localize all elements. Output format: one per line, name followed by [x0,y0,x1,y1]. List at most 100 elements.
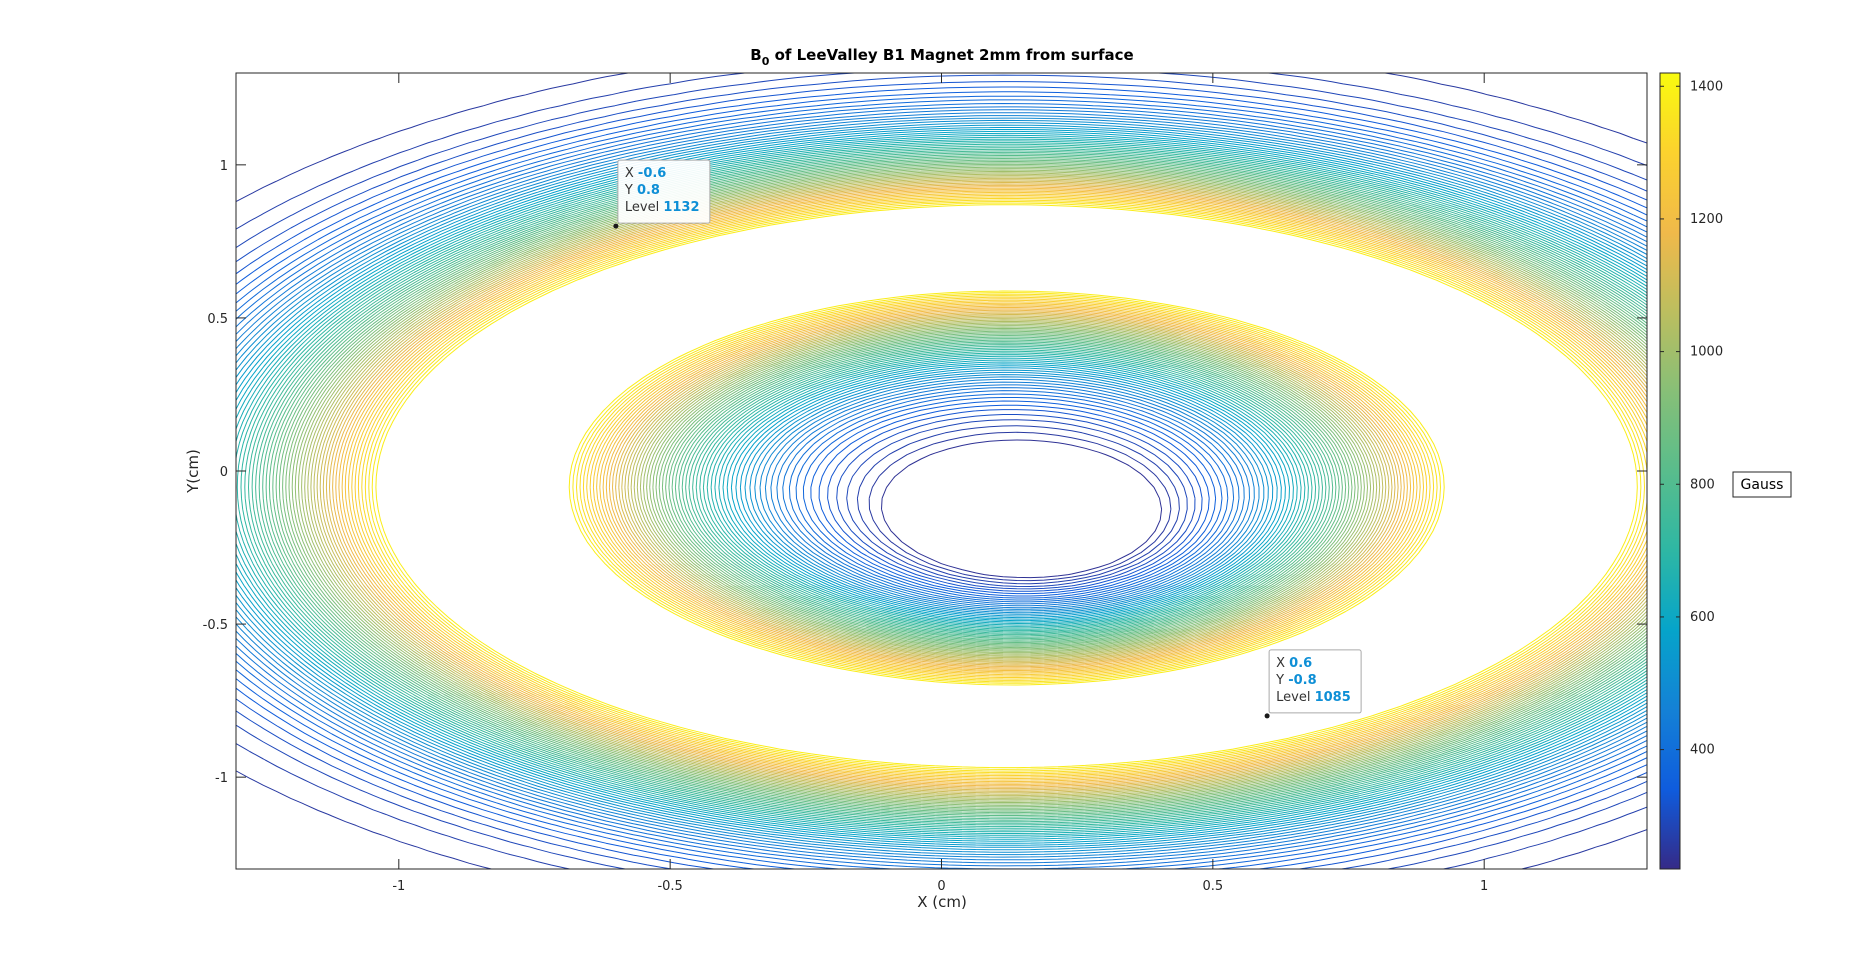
colorbar-unit-label: Gauss [1741,477,1784,493]
contour-line [236,140,1647,833]
contour-line [275,159,1647,814]
contour-line [325,182,1647,791]
contour-line [236,86,1647,869]
contour-line [371,202,1642,770]
colorbar-tick-label: 800 [1690,477,1715,492]
contour-line [236,117,1647,856]
x-tick-label: 1 [1480,879,1488,894]
contour-line [255,150,1647,823]
contour-line [332,184,1647,788]
contour-line [236,127,1647,846]
contour-line [310,175,1647,798]
contour-line [236,112,1647,861]
contour-line [291,166,1647,806]
y-tick-label: 0.5 [207,312,228,327]
contour-line [236,81,1647,869]
datatip-row: Y 0.8 [624,183,660,198]
x-tick-label: -0.5 [657,879,682,894]
contour-line [301,170,1647,802]
contour-line [236,95,1647,869]
datatip-row: Level 1132 [625,200,700,215]
contour-line [236,119,1647,853]
contour-line [285,163,1647,809]
datatip-box [617,159,711,224]
colorbar-tick-label: 600 [1690,610,1715,625]
contour-line [236,103,1647,869]
contour-line [375,204,1638,769]
datatip-box [1268,649,1362,714]
contour-line [307,173,1647,799]
contour-line [236,124,1647,848]
colorbar-tick-label: 1200 [1690,212,1723,227]
contour-line [251,148,1647,824]
contour-line [236,129,1647,844]
datatip-row: Level 1085 [1276,690,1351,705]
colorbar-unit-box [1732,471,1792,498]
contour-line [268,156,1647,816]
contour-line [236,115,1647,858]
contour-line [240,143,1647,829]
contour-line [357,196,1647,777]
contour-line [236,91,1647,869]
y-tick-label: -0.5 [203,618,228,633]
x-tick-label: 0.5 [1203,879,1224,894]
colorbar-tick-label: 1000 [1690,345,1723,360]
contour-line [248,147,1647,826]
y-tick-label: -1 [215,771,228,786]
contour-line [282,162,1647,811]
datatip-row: Y -0.8 [1275,673,1317,688]
contour-line [236,136,1647,836]
y-axis-label: Y(cm) [184,449,202,494]
contour-line [298,169,1647,803]
datatips[interactable]: X -0.6 Y 0.8 Level 1132 X 0.6 Y -0.8 Level 10… [613,159,1362,719]
contour-line [236,74,1647,869]
axis-ticks: -1 -0.5 0 0.5 1 -1 -0.5 0 0.5 1 [203,73,1647,894]
contour-line [236,73,1647,869]
colorbar-tick-label: 400 [1690,743,1715,758]
datatip-marker[interactable] [613,223,619,229]
contour-line [368,201,1645,772]
contour-line [236,106,1647,867]
colorbar-tick-label: 1400 [1690,79,1723,94]
datatip-row: X 0.6 [1276,656,1312,671]
y-tick-label: 0 [220,465,228,480]
x-axis-label: X (cm) [917,893,967,911]
x-tick-label: 0 [937,879,945,894]
contour-line [236,99,1647,869]
x-tick-label: -1 [392,879,405,894]
contour-line [236,138,1647,834]
datatip[interactable]: X -0.6 Y 0.8 Level 1132 [613,159,711,229]
contour-line [329,183,1647,790]
contour-line [236,73,1647,869]
contour-line [288,165,1647,808]
contour-line [236,109,1647,864]
contour-line [348,191,1647,781]
colorbar[interactable] [1659,72,1681,870]
contour-line [262,153,1647,820]
contour-line [294,168,1647,805]
contour-line [335,186,1647,787]
datatip-row: X -0.6 [625,166,666,181]
contour-line [364,199,1647,774]
y-tick-label: 1 [220,159,228,174]
datatip[interactable]: X 0.6 Y -0.8 Level 1085 [1264,649,1362,719]
colorbar-ticks: 400 600 800 1000 1200 1400 [1660,79,1723,758]
contour-line [344,190,1647,783]
contour-line [265,155,1647,818]
contour-line [236,73,1647,869]
contour-line [236,130,1647,842]
contour-line [351,193,1647,780]
contour-line [881,439,1163,579]
contour-lines [236,73,1647,869]
contour-line [304,172,1647,801]
contour-line [236,132,1647,840]
datatip-marker[interactable] [1264,713,1270,719]
contour-line [354,194,1647,778]
contour-line [244,145,1647,828]
chart-title: B0 of LeeValley B1 Magnet 2mm from surfa… [750,46,1133,68]
contour-line [236,134,1647,838]
contour-line [313,176,1647,797]
contour-line [236,122,1647,851]
contour-line [272,158,1647,815]
